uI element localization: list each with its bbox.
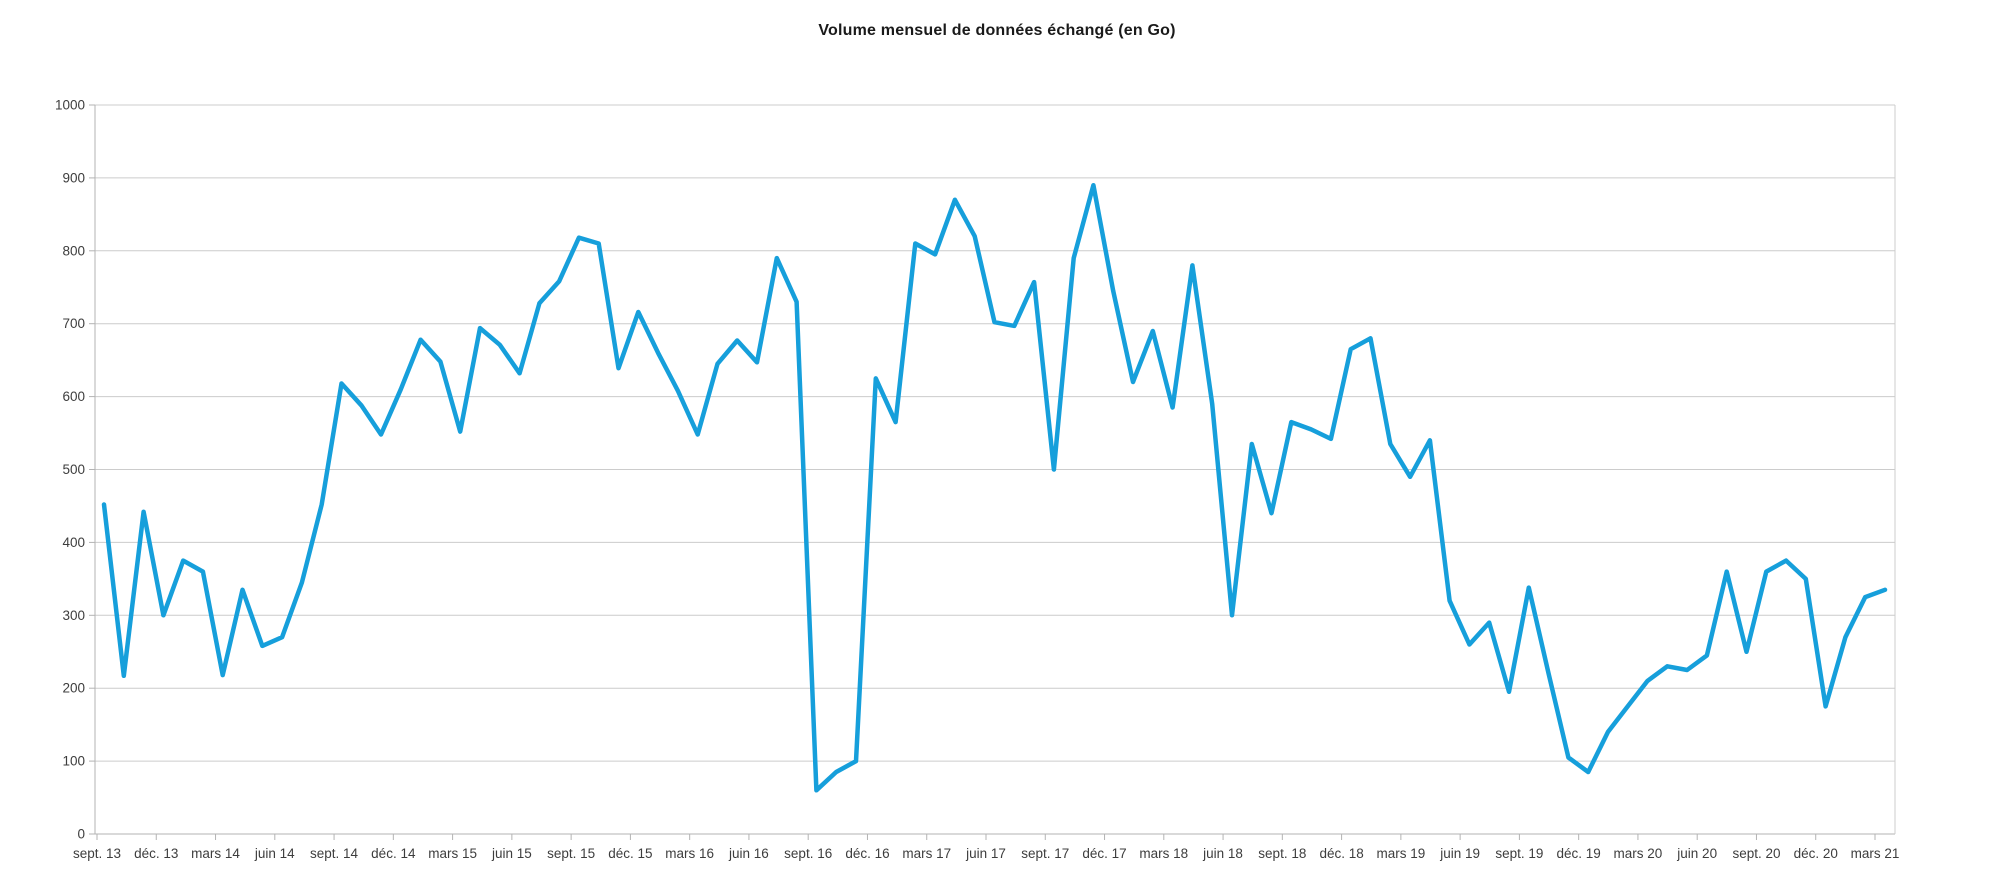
x-axis-label-14: mars 17 — [902, 846, 951, 861]
y-axis-label-100: 100 — [62, 754, 85, 769]
x-axis-label-30: mars 21 — [1851, 846, 1900, 861]
x-axis-label-1: déc. 13 — [134, 846, 178, 861]
x-axis-label-28: sept. 20 — [1732, 846, 1780, 861]
data-line-volume — [101, 182, 1888, 793]
x-axis-label-27: juin 20 — [1676, 846, 1717, 861]
y-axis-label-200: 200 — [62, 681, 85, 696]
x-axis-label-24: sept. 19 — [1495, 846, 1543, 861]
x-axis-label-15: juin 17 — [965, 846, 1006, 861]
x-axis-label-29: déc. 20 — [1794, 846, 1838, 861]
x-axis-label-10: mars 16 — [665, 846, 714, 861]
x-axis-label-21: déc. 18 — [1319, 846, 1363, 861]
x-axis-label-0: sept. 13 — [73, 846, 121, 861]
x-axis-label-2: mars 14 — [191, 846, 240, 861]
x-axis-label-16: sept. 17 — [1021, 846, 1069, 861]
y-axis-label-400: 400 — [62, 535, 85, 550]
x-axis-label-3: juin 14 — [254, 846, 295, 861]
x-axis-label-13: déc. 16 — [845, 846, 889, 861]
y-axis-label-1000: 1000 — [55, 98, 85, 113]
y-axis-label-500: 500 — [62, 462, 85, 477]
x-axis-label-26: mars 20 — [1614, 846, 1663, 861]
x-axis-label-25: déc. 19 — [1557, 846, 1601, 861]
y-axis-label-900: 900 — [62, 170, 85, 185]
y-axis-label-300: 300 — [62, 608, 85, 623]
x-axis-label-6: mars 15 — [428, 846, 477, 861]
x-axis-label-5: déc. 14 — [371, 846, 416, 861]
y-axis-label-600: 600 — [62, 389, 85, 404]
x-axis-label-4: sept. 14 — [310, 846, 359, 861]
x-axis-label-20: sept. 18 — [1258, 846, 1306, 861]
y-axis-label-800: 800 — [62, 243, 85, 258]
x-axis-label-11: juin 16 — [728, 846, 769, 861]
x-axis-label-23: juin 19 — [1439, 846, 1480, 861]
x-axis-label-22: mars 19 — [1376, 846, 1425, 861]
x-axis-label-12: sept. 16 — [784, 846, 832, 861]
x-axis-label-17: déc. 17 — [1082, 846, 1126, 861]
x-axis-label-7: juin 15 — [491, 846, 532, 861]
y-axis-label-0: 0 — [77, 827, 85, 842]
x-axis-label-18: mars 18 — [1139, 846, 1188, 861]
x-axis-label-8: sept. 15 — [547, 846, 595, 861]
x-axis-label-19: juin 18 — [1202, 846, 1243, 861]
x-axis-label-9: déc. 15 — [608, 846, 652, 861]
y-axis-label-700: 700 — [62, 316, 85, 331]
chart-title: Volume mensuel de données échangé (en Go… — [818, 22, 1176, 39]
